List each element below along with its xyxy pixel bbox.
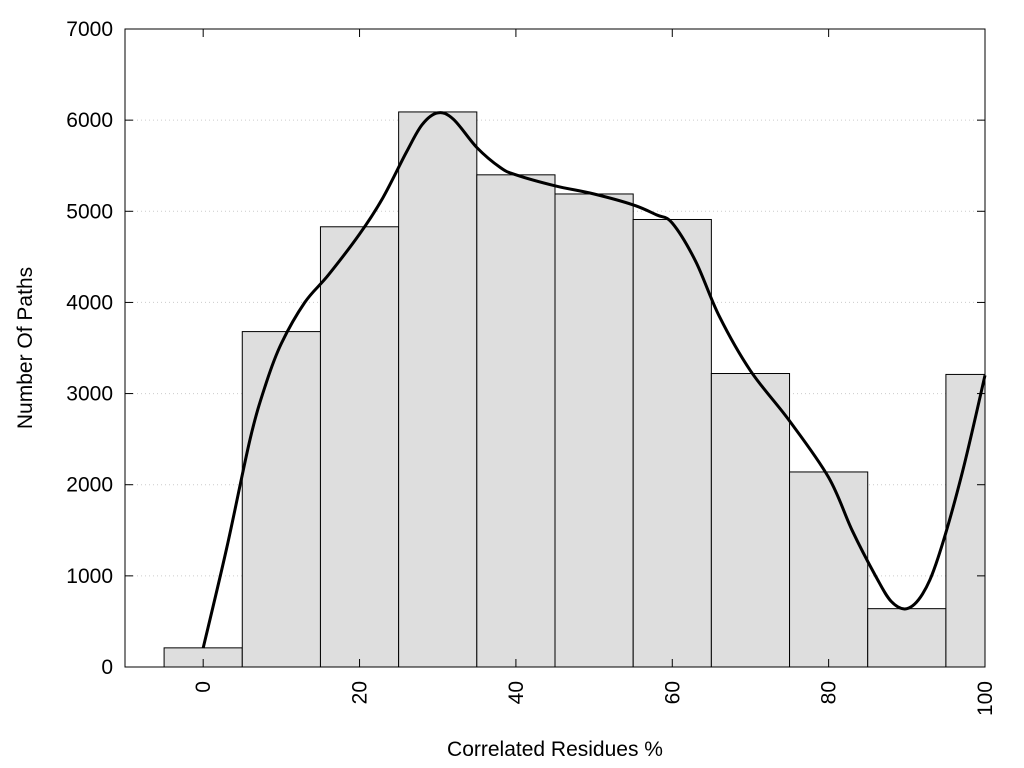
- bar-20: [319, 226, 400, 668]
- bars: [163, 111, 986, 668]
- density-curve: [201, 111, 987, 649]
- bar-80: [789, 471, 869, 668]
- plot-frame: [124, 28, 986, 668]
- bar-60: [632, 218, 712, 668]
- y-tick-label-3000: 3000: [66, 383, 113, 406]
- bar-40: [476, 174, 556, 668]
- bar-10: [241, 331, 321, 668]
- y-tick-label-0: 0: [101, 656, 113, 679]
- curve-layer: [201, 111, 987, 649]
- x-tick-label-0: 0: [192, 681, 215, 693]
- y-tick-label-2000: 2000: [66, 474, 113, 497]
- y-tick-label-7000: 7000: [66, 18, 113, 41]
- x-axis-ticks: 0 20 40 60 80 100: [192, 29, 997, 716]
- x-tick-label-20: 20: [349, 681, 372, 704]
- y-axis-ticks: 0 1000 2000 3000 4000 5000 6000 7000: [66, 18, 985, 679]
- bar-90: [867, 608, 947, 668]
- x-tick-label-80: 80: [818, 681, 841, 704]
- y-tick-label-6000: 6000: [66, 109, 113, 132]
- bar-70: [710, 373, 791, 668]
- x-axis-title: Correlated Residues %: [447, 738, 663, 761]
- x-tick-label-60: 60: [661, 681, 684, 704]
- y-tick-label-1000: 1000: [66, 565, 113, 588]
- x-tick-label-100: 100: [974, 681, 997, 716]
- y-tick-label-5000: 5000: [66, 200, 113, 223]
- x-tick-label-40: 40: [505, 681, 528, 704]
- y-tick-label-4000: 4000: [66, 291, 113, 314]
- y-axis-title: Number Of Paths: [14, 267, 37, 429]
- bar-30: [398, 111, 478, 668]
- bar-100: [945, 373, 986, 668]
- bar-50: [554, 193, 634, 668]
